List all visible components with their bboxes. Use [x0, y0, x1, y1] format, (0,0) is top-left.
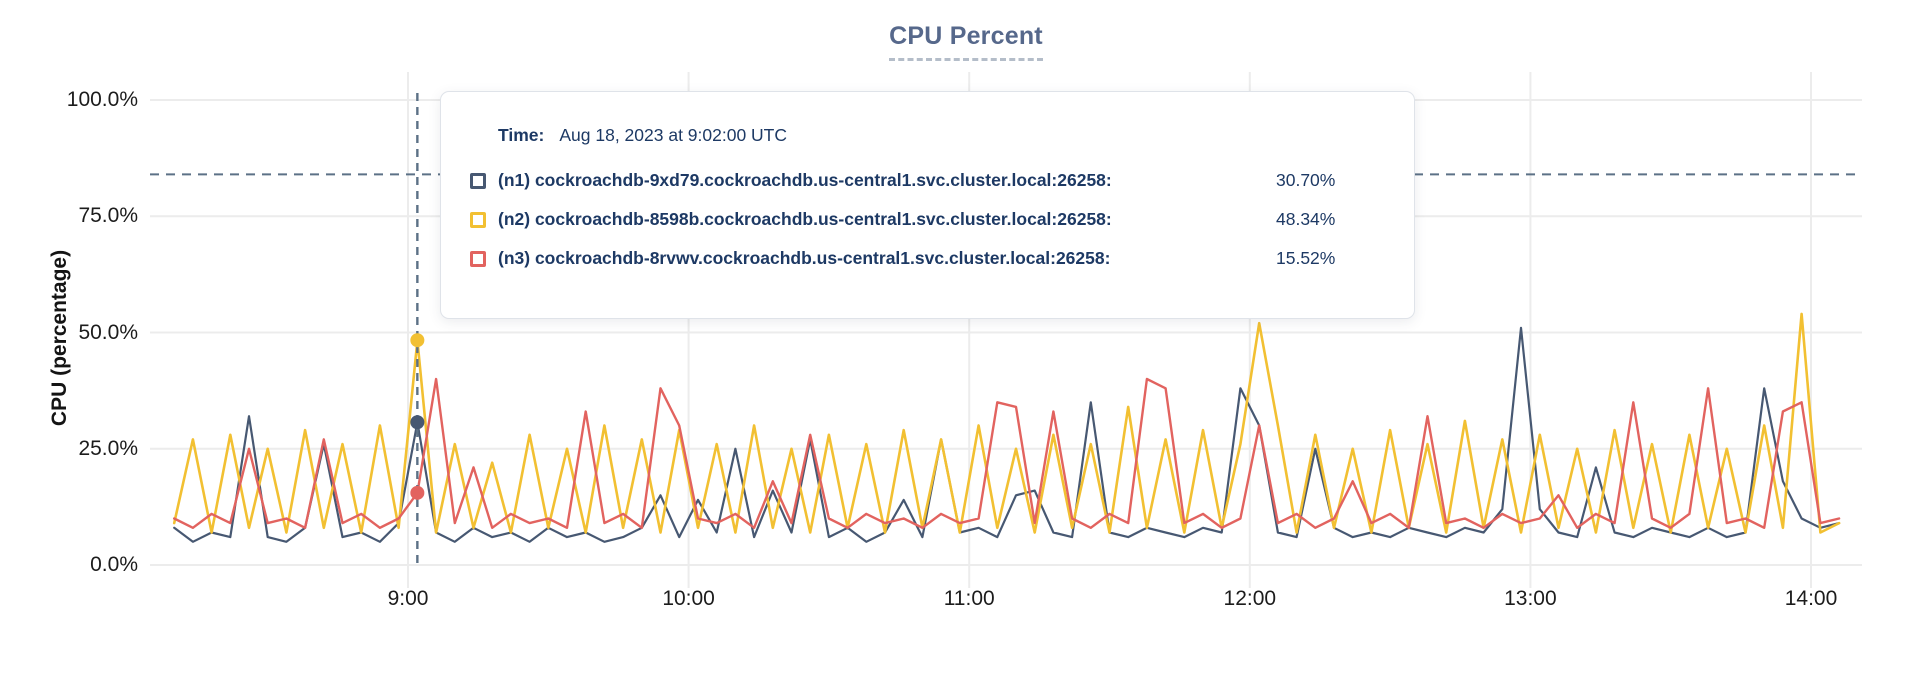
tooltip-time-row: Time: Aug 18, 2023 at 9:02:00 UTC	[498, 122, 1386, 148]
hover-dot-n3	[410, 485, 425, 500]
tooltip-series-value: 15.52%	[1276, 248, 1336, 268]
tooltip-series-label: (n3) cockroachdb-8rvwv.cockroachdb.us-ce…	[498, 248, 1111, 268]
chart-title-text[interactable]: CPU Percent	[889, 22, 1043, 61]
tooltip-series-label: (n2) cockroachdb-8598b.cockroachdb.us-ce…	[498, 209, 1112, 229]
series-n3-swatch-icon	[470, 250, 486, 267]
tooltip-time-label: Time:	[498, 125, 545, 145]
chart-hover-tooltip: Time: Aug 18, 2023 at 9:02:00 UTC (n1) co…	[440, 91, 1415, 319]
tooltip-series-row-n3: (n3) cockroachdb-8rvwv.cockroachdb.us-ce…	[470, 239, 1386, 278]
series-line-n3	[172, 377, 1841, 529]
tooltip-series-value: 48.34%	[1276, 209, 1336, 229]
series-n1-swatch-icon	[470, 172, 486, 189]
series-n2-swatch-icon	[470, 211, 486, 228]
tooltip-time-value: Aug 18, 2023 at 9:02:00 UTC	[559, 125, 788, 145]
hover-dot-n1	[410, 415, 425, 430]
tooltip-series-value: 30.70%	[1276, 170, 1336, 190]
series-line-n2	[172, 312, 1841, 534]
tooltip-series-row-n1: (n1) cockroachdb-9xd79.cockroachdb.us-ce…	[470, 161, 1386, 200]
hover-dot-n2	[410, 333, 425, 348]
tooltip-series-label: (n1) cockroachdb-9xd79.cockroachdb.us-ce…	[498, 170, 1112, 190]
tooltip-series-row-n2: (n2) cockroachdb-8598b.cockroachdb.us-ce…	[470, 200, 1386, 239]
chart-title: CPU Percent	[766, 22, 1166, 61]
y-axis-title: CPU (percentage)	[48, 249, 71, 427]
series-line-n1	[173, 326, 1841, 543]
